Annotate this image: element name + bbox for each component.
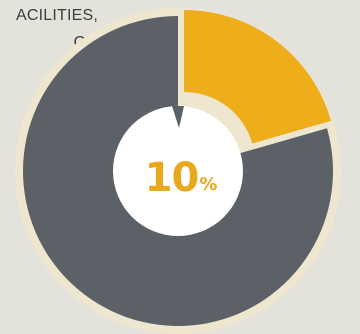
percentage-unit: % [199, 173, 218, 195]
center-percentage: 10 % [126, 138, 236, 218]
center-disc [113, 106, 243, 236]
center-disc-notch [172, 106, 184, 128]
description-line: ACILITIES, [15, 7, 98, 24]
slice-highlight [184, 10, 332, 144]
percentage-value: 10 [144, 155, 200, 201]
